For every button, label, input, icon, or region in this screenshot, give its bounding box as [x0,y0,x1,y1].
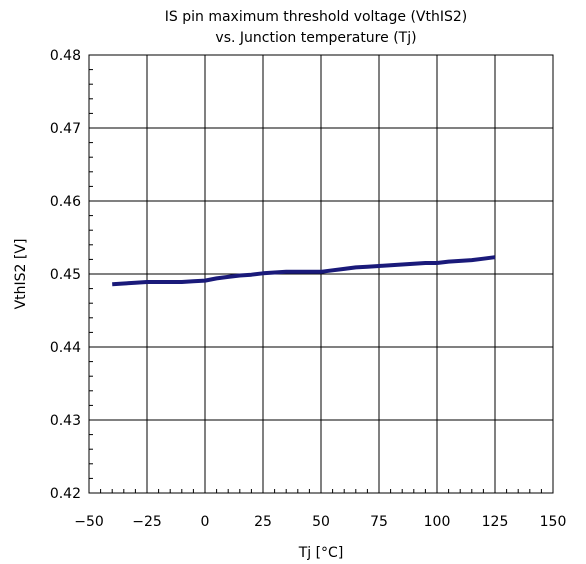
vthis2-series-line [112,255,496,287]
chart-title-line-1: IS pin maximum threshold voltage (VthIS2… [165,9,467,25]
x-tick-label: 50 [312,514,330,530]
chart-title-line-2: vs. Junction temperature (Tj) [215,30,416,46]
x-tick-label: −50 [74,514,104,530]
x-tick-labels: −50 −25 0 25 50 75 100 125 150 [74,514,566,530]
y-axis-label: VthIS2 [V] [13,239,29,310]
y-tick-labels: 0.42 0.43 0.44 0.45 0.46 0.47 0.48 [50,48,81,502]
plot-area-border [88,54,554,494]
y-tick-label: 0.48 [50,48,81,64]
x-tick-label: 0 [201,514,210,530]
x-axis-label: Tj [°C] [298,545,344,561]
y-tick-label: 0.42 [50,486,81,502]
y-tick-label: 0.45 [50,267,81,283]
grid-lines [88,54,554,494]
y-tick-label: 0.46 [50,194,81,210]
x-tick-label: 150 [540,514,567,530]
x-tick-label: 75 [370,514,388,530]
x-tick-label: 125 [482,514,509,530]
y-tick-label: 0.44 [50,340,81,356]
x-tick-label: 25 [254,514,272,530]
y-tick-label: 0.47 [50,121,81,137]
x-tick-label: 100 [424,514,451,530]
y-tick-label: 0.43 [50,413,81,429]
x-tick-label: −25 [132,514,162,530]
